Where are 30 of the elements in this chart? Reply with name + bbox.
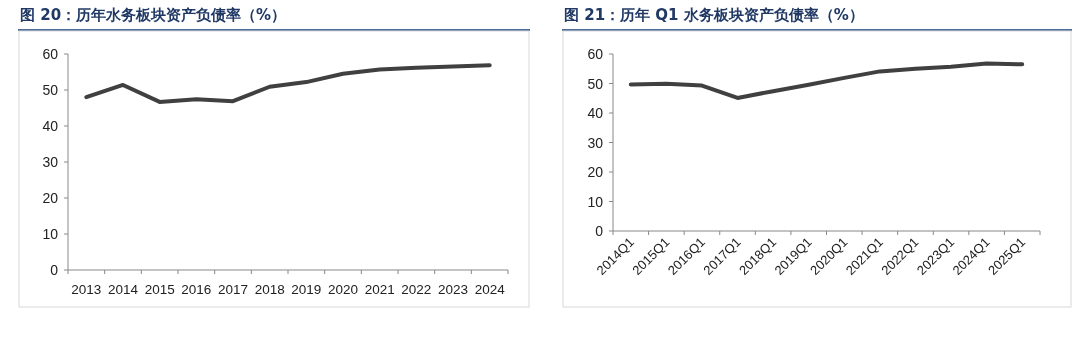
- y-tick-label: 20: [587, 164, 604, 180]
- chart-title: 图 21：历年 Q1 水务板块资产负债率（%）: [564, 6, 864, 24]
- y-tick-label: 0: [50, 262, 59, 278]
- y-tick-label: 10: [587, 193, 604, 210]
- y-tick-label: 40: [42, 118, 59, 134]
- x-tick-label: 2023: [437, 282, 469, 297]
- x-tick-label: 2022: [401, 282, 432, 297]
- y-tick-label: 0: [595, 223, 604, 239]
- x-tick-label: 2021: [364, 282, 395, 297]
- y-tick-label: 40: [587, 105, 604, 121]
- y-tick-label: 20: [42, 190, 59, 206]
- x-tick-label: 2013: [71, 282, 102, 297]
- x-tick-label: 2014: [107, 282, 139, 297]
- y-tick-label: 60: [42, 46, 59, 62]
- line-series: [628, 61, 1025, 100]
- line-series: [84, 63, 492, 104]
- x-tick-label: 2015: [144, 282, 175, 297]
- x-tick-label: 2019: [291, 282, 322, 297]
- x-tick-label: 2016: [181, 282, 212, 297]
- y-tick-label: 30: [42, 154, 59, 170]
- x-tick-label: 2024: [474, 282, 506, 297]
- x-tick-label: 2018: [254, 282, 285, 297]
- y-tick-label: 10: [42, 226, 59, 242]
- y-tick-label: 50: [587, 75, 604, 92]
- y-tick-label: 50: [42, 82, 59, 98]
- chart-title: 图 20：历年水务板块资产负债率（%）: [20, 6, 287, 24]
- x-tick-label: 2020: [327, 282, 359, 297]
- x-tick-label: 2017: [217, 282, 249, 297]
- y-tick-label: 30: [587, 134, 604, 151]
- y-tick-label: 60: [587, 46, 604, 62]
